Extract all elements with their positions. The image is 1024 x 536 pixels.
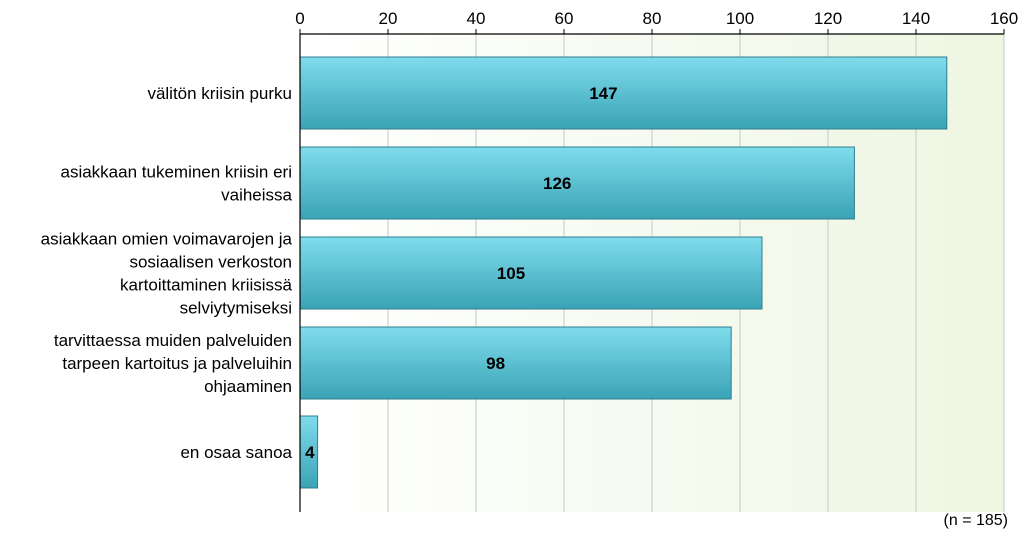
category-label: välitön kriisin purku [147,84,292,103]
x-tick-label: 20 [379,9,398,28]
category-label-line: asiakkaan omien voimavarojen ja [41,230,293,249]
x-tick-label: 100 [726,9,754,28]
x-axis: 0 20 40 60 80 100 120 140 160 [295,9,1018,512]
category-label-line: kartoittaminen kriisissä [120,276,292,295]
bar [299,236,763,310]
category-labels: välitön kriisin purku asiakkaan tukeminen… [41,84,293,462]
category-label-line: asiakkaan tukeminen kriisin eri [61,163,293,182]
category-label: asiakkaan tukeminen kriisin eri vaiheissa [61,163,293,205]
category-label-line: sosiaalisen verkoston [129,253,292,272]
bar [299,146,855,220]
x-tick-label: 0 [295,9,304,28]
category-label-line: en osaa sanoa [180,443,292,462]
bar-value-label: 126 [543,174,571,193]
x-tick-label: 160 [990,9,1018,28]
category-label-line: selviytymiseksi [180,299,292,318]
sample-size-note: (n = 185) [943,512,1008,529]
category-label: asiakkaan omien voimavarojen ja sosiaalis… [41,230,293,318]
x-tick-label: 120 [814,9,842,28]
bar-value-label: 105 [497,264,525,283]
bars: 147 126 105 98 4 [299,56,948,489]
bar-value-label: 147 [589,84,617,103]
bar [299,326,732,400]
x-tick-label: 140 [902,9,930,28]
category-label-line: ohjaaminen [204,377,292,396]
category-label-line: tarpeen kartoitus ja palveluihin [62,354,292,373]
x-tick-label: 60 [555,9,574,28]
x-tick-label: 80 [643,9,662,28]
category-label: tarvittaessa muiden palveluiden tarpeen k… [54,331,292,396]
bar-value-label: 98 [486,354,505,373]
bar-value-label: 4 [305,443,315,462]
category-label: en osaa sanoa [180,443,292,462]
category-label-line: vaiheissa [221,186,292,205]
category-label-line: tarvittaessa muiden palveluiden [54,331,292,350]
category-label-line: välitön kriisin purku [147,84,292,103]
x-tick-label: 40 [467,9,486,28]
bar [299,56,948,130]
